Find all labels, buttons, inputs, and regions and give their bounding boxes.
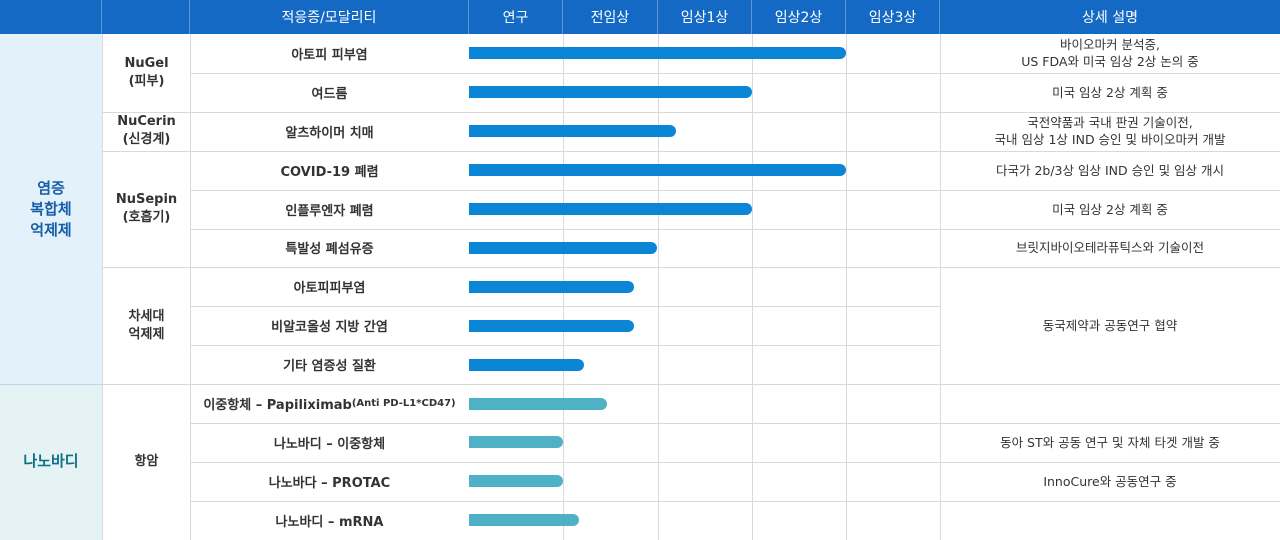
detail-text: 다국가 2b/3상 임상 IND 승인 및 임상 개시 [995,162,1225,178]
indication-label: 아토피 피부염 [190,34,469,73]
pipeline-bar [469,47,846,60]
header-stage-1: 연구 [469,0,563,34]
pipeline-bar [469,125,677,138]
header-blank-group [102,0,190,34]
detail-text [940,384,1280,423]
row-line [102,267,1280,269]
header-stage-4: 임상2상 [752,0,846,34]
indication-name: 나노바디 – mRNA [275,514,384,530]
indication-label: 여드름 [190,73,469,112]
detail-text: 동아 ST와 공동 연구 및 자체 타겟 개발 중 [1000,434,1220,450]
pipeline-bar [469,164,846,177]
indication-name: 비알코올성 지방 간염 [271,320,388,336]
indication-label: COVID-19 폐렴 [190,151,469,190]
detail-text: 국전약품과 국내 판권 기술이전, 국내 임상 1상 IND 승인 및 바이오마… [994,115,1226,148]
stage-gridline [940,34,941,540]
row-line [190,423,1280,424]
detail-text: 미국 임상 2상 계획 중 [1052,201,1168,217]
row-line [190,189,1280,191]
detail-text: 미국 임상 2상 계획 중 [1052,84,1168,100]
row-line [102,111,1280,113]
indication-label: 알츠하이머 치매 [190,112,469,151]
header-stage-2: 전임상 [563,0,658,34]
group-label: NuSepin (호흡기) [102,150,190,268]
detail-text: InnoCure와 공동연구 중 [1043,473,1177,489]
pipeline-bar [469,358,584,371]
pipeline-bar [469,241,658,254]
detail-text: 동국제약과 공동연구 협약 [1042,318,1178,334]
row-line [190,228,1280,230]
stage-gridline [752,34,753,540]
pipeline-bar [469,397,608,410]
indication-label: 이중항체 – Papiliximab (Anti PD-L1*CD47) [190,384,469,423]
header-stage-5: 임상3상 [846,0,940,34]
pipeline-bar [469,436,564,449]
indication-name: 여드름 [311,86,348,102]
indication-name: 나노바다 – PROTAC [268,475,391,491]
pipeline-bar [469,280,634,293]
indication-name: 이중항체 – Papiliximab [203,398,352,414]
header-stage-3: 임상1상 [658,0,752,34]
row-line [102,150,1280,152]
indication-label: 특발성 폐섬유증 [190,229,469,268]
row-line [190,345,940,347]
category-inflammation: 염증 복합체 억제제 [0,34,102,385]
pipeline-bar [469,203,752,216]
stage-gridline [658,34,659,540]
indication-label: 나노바다 – PROTAC [190,462,469,501]
category-divider [0,384,102,386]
group-label: 항암 [102,384,190,540]
detail-text: 바이오마커 분석중, US FDA와 미국 임상 2상 논의 중 [1021,37,1199,70]
header-detail: 상세 설명 [940,0,1280,34]
indication-name: 특발성 폐섬유증 [285,242,374,258]
indication-name: 나노바디 – 이중항체 [273,436,386,452]
detail-text [940,501,1280,540]
indication-name: 아토피피부염 [293,281,366,297]
indication-name: 알츠하이머 치매 [285,125,374,141]
indication-divider [190,34,191,540]
indication-label: 기타 염증성 질환 [190,345,469,384]
stage-gridline [846,34,847,540]
header-blank-category [0,0,102,34]
indication-name: 기타 염증성 질환 [283,359,376,375]
indication-name: 인플루엔자 폐렴 [285,203,374,219]
pipeline-bar [469,86,752,99]
pipeline-bar [469,319,634,332]
pipeline-bar [469,475,564,488]
row-line [190,306,940,308]
group-label: NuGel (피부) [102,34,190,112]
indication-label: 인플루엔자 폐렴 [190,190,469,229]
indication-label: 비알코올성 지방 간염 [190,306,469,345]
indication-suffix: (Anti PD-L1*CD47) [351,398,456,410]
row-line [190,500,1280,502]
row-line [190,461,1280,463]
indication-name: COVID-19 폐렴 [280,164,379,180]
detail-text: 브릿지바이오테라퓨틱스와 기술이전 [1016,240,1204,256]
category-nanobody: 나노바디 [0,384,102,540]
indication-name: 아토피 피부염 [291,47,368,63]
row-line [190,72,1280,74]
indication-label: 아토피피부염 [190,267,469,306]
header-indication: 적응증/모달리티 [190,0,469,34]
pipeline-bar [469,514,580,527]
indication-label: 나노바디 – mRNA [190,501,469,540]
row-line [102,384,1280,386]
group-label: NuCerin (신경계) [102,111,190,151]
indication-label: 나노바디 – 이중항체 [190,423,469,462]
group-label: 차세대 억제제 [102,267,190,385]
